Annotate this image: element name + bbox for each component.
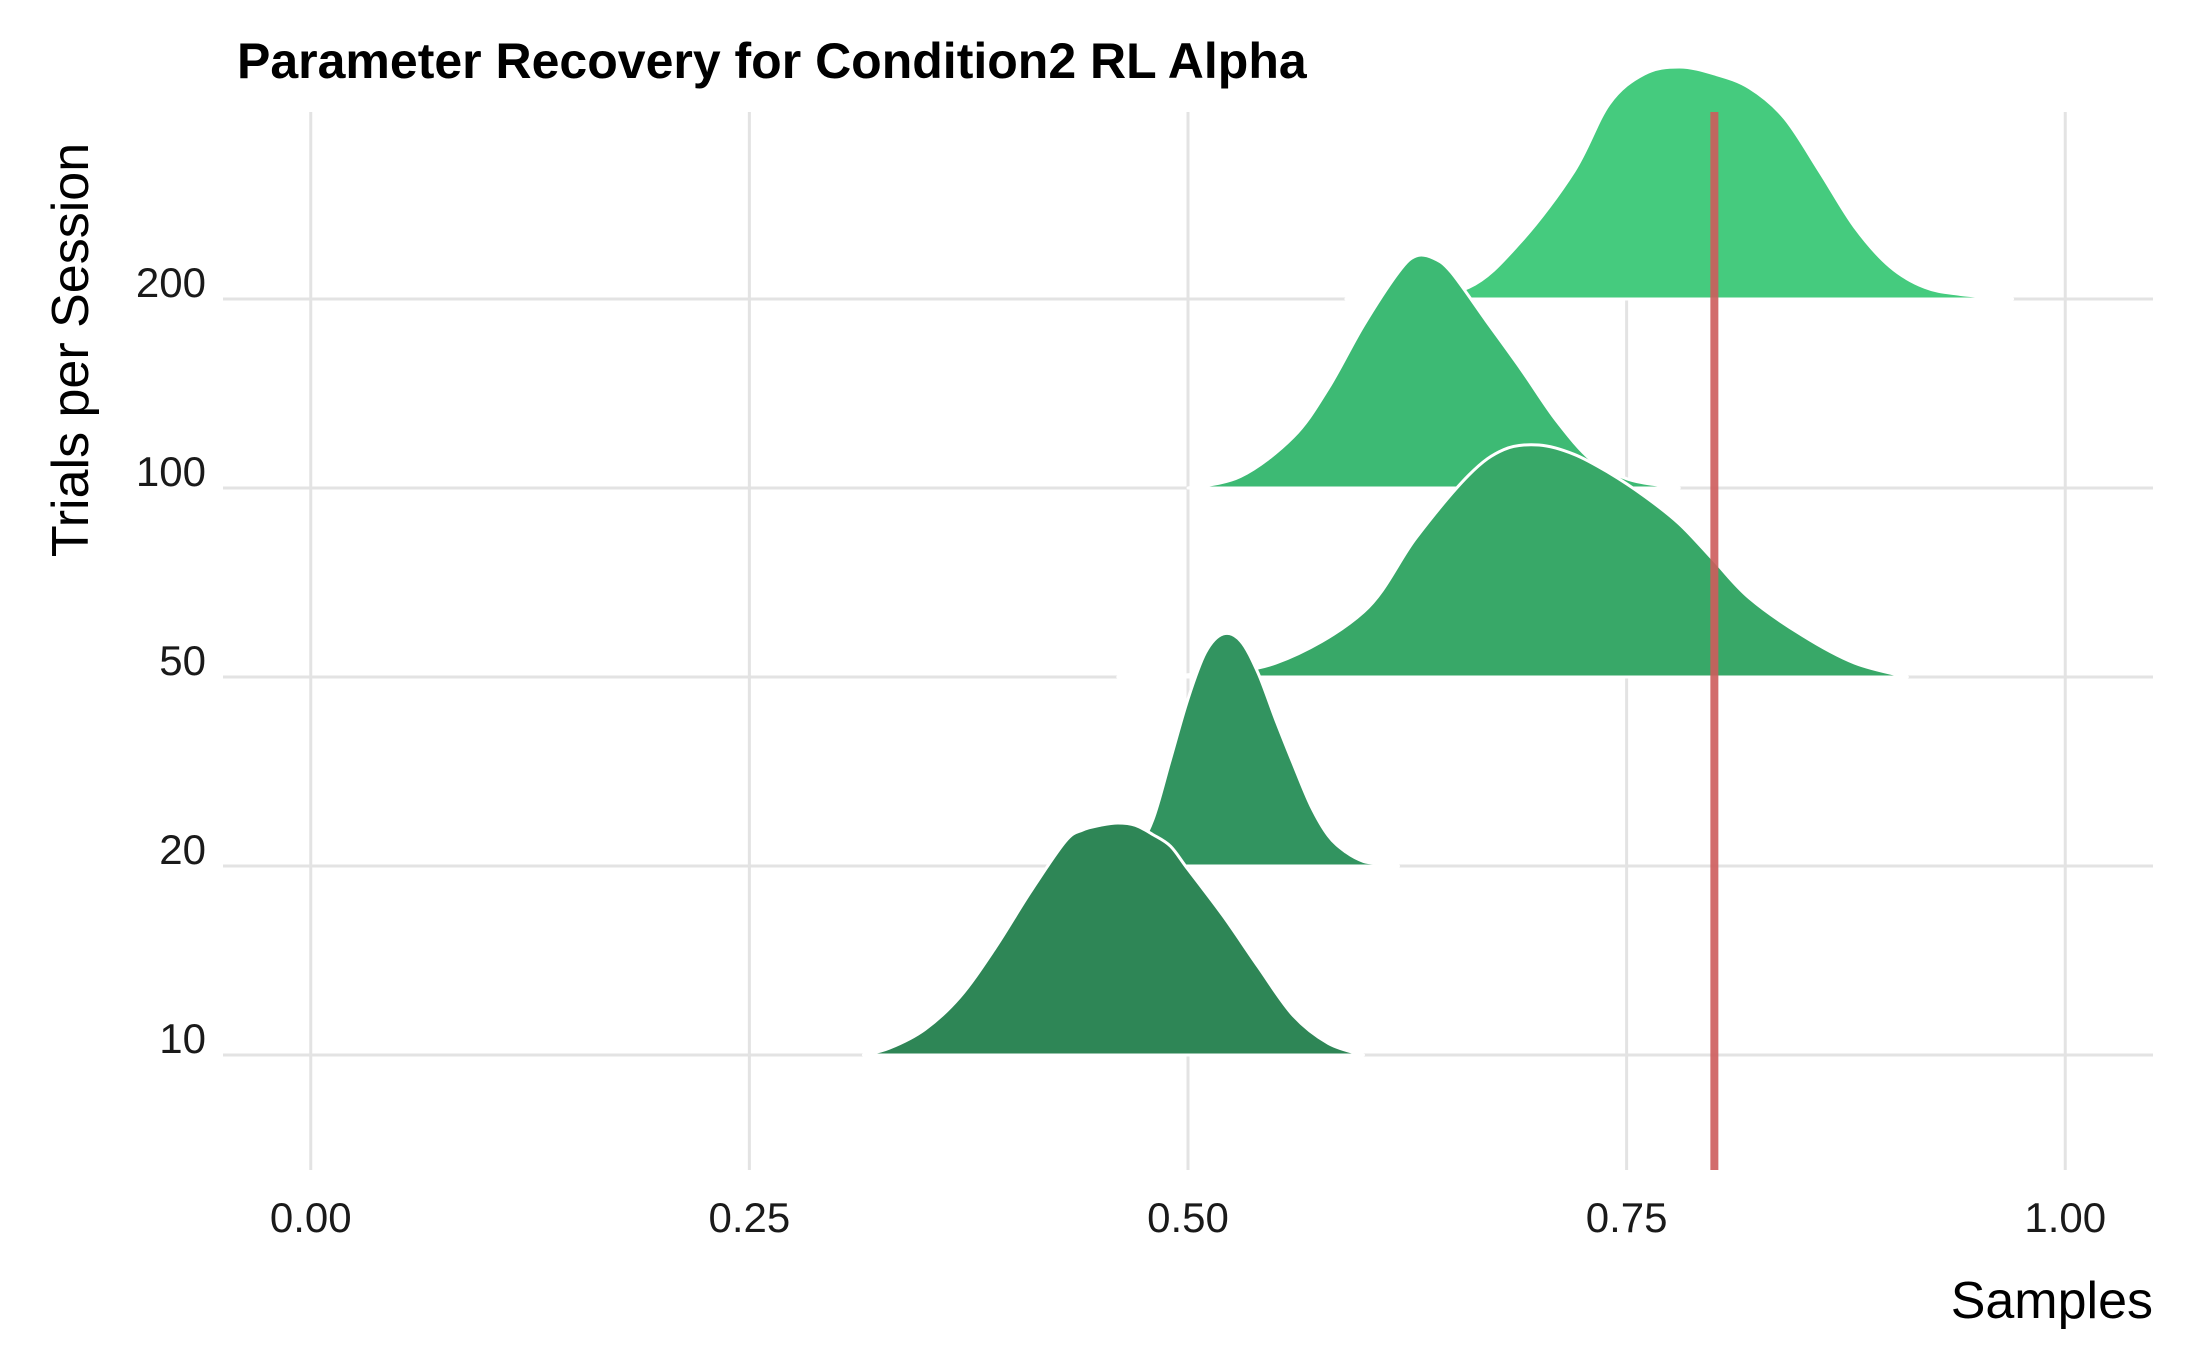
y-tick-label-200: 200 [136,259,206,306]
ridge-20 [1116,631,1400,868]
y-tick-label-100: 100 [136,448,206,495]
chart-title: Parameter Recovery for Condition2 RL Alp… [237,33,1308,89]
y-tick-label-10: 10 [159,1015,206,1062]
y-tick-label-50: 50 [159,637,206,684]
x-tick-label-0.25: 0.25 [708,1194,790,1241]
ridge-50 [1116,443,1909,679]
x-tick-label-1.00: 1.00 [2024,1194,2106,1241]
x-tick-labels: 0.00 0.25 0.50 0.75 1.00 [270,1194,2106,1241]
x-tick-label-0.75: 0.75 [1586,1194,1668,1241]
x-tick-label-0.50: 0.50 [1147,1194,1229,1241]
x-axis-title: Samples [1951,1272,2153,1330]
y-tick-labels: 10 20 50 100 200 [136,259,206,1062]
ridge-200 [1344,65,2015,301]
x-tick-label-0.00: 0.00 [270,1194,352,1241]
ridge-layer [861,65,2015,1057]
y-axis-title: Trials per Session [42,143,100,557]
y-tick-label-20: 20 [159,826,206,873]
ridge-10 [861,821,1365,1057]
